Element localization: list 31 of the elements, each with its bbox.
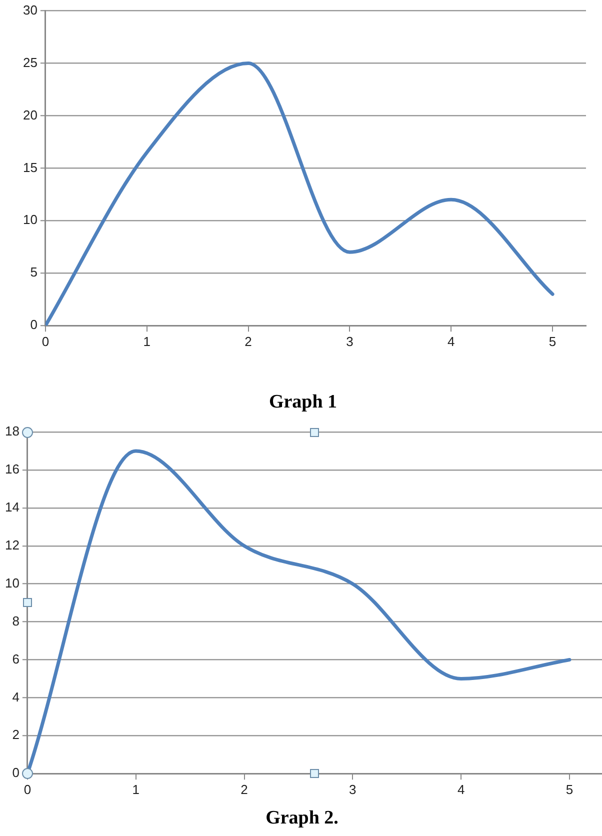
y-tick-label: 16 [4, 462, 20, 477]
x-tick-label: 1 [143, 334, 150, 349]
x-tick-label: 3 [346, 334, 354, 349]
y-tick-label: 5 [30, 264, 38, 280]
x-tick-label: 2 [240, 782, 248, 797]
x-tick-label: 3 [349, 782, 356, 797]
y-tick-label: 4 [12, 689, 20, 704]
y-tick-label: 25 [22, 54, 38, 70]
x-tick-label: 0 [42, 334, 50, 349]
y-tick-label: 15 [22, 160, 38, 175]
y-tick-label: 2 [12, 727, 20, 742]
y-tick-label: 10 [4, 575, 20, 590]
x-tick-label: 4 [457, 782, 465, 797]
y-tick-label: 14 [4, 499, 20, 514]
y-tick-label: 6 [12, 651, 20, 666]
y-tick-label: 20 [22, 107, 38, 122]
text: Graph 2. [266, 808, 338, 829]
y-tick-label: 0 [12, 765, 20, 780]
y-tick-label: 0 [30, 317, 38, 332]
x-tick-label: 1 [132, 782, 140, 797]
x-tick-label: 4 [448, 334, 455, 349]
y-tick-label: 12 [4, 537, 20, 552]
text: Graph 1 [268, 392, 338, 413]
y-tick-label: 30 [22, 2, 38, 18]
x-tick-label: 5 [548, 334, 556, 349]
x-tick-label: 5 [566, 782, 574, 797]
y-tick-label: 8 [12, 613, 20, 628]
y-tick-label: 18 [4, 424, 20, 439]
x-tick-label: 2 [244, 334, 252, 349]
y-tick-label: 10 [22, 212, 38, 228]
line-series [45, 62, 554, 326]
